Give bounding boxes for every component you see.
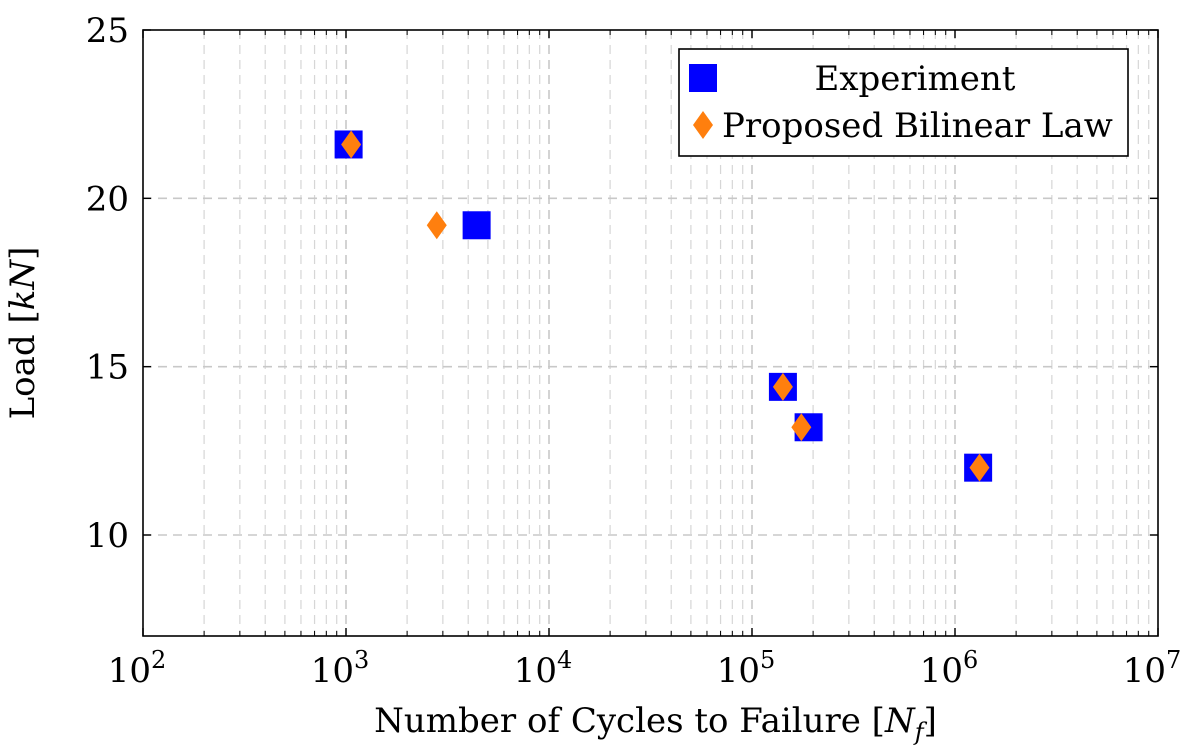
legend-marker-experiment xyxy=(689,64,717,92)
y-tick-label: 10 xyxy=(86,516,129,556)
grid-lines xyxy=(143,30,1158,636)
y-axis-title: Load [kN] xyxy=(3,247,43,420)
data-points xyxy=(334,130,993,482)
axis-ticks: 10 15 20 25 102 103 104 105 106 107 xyxy=(86,11,1182,691)
legend: Experiment Proposed Bilinear Law xyxy=(678,48,1129,157)
x-tick-label: 105 xyxy=(717,646,776,691)
legend-box xyxy=(678,48,1129,157)
x-tick-label: 106 xyxy=(920,646,979,691)
y-tick-label: 25 xyxy=(86,11,129,51)
point-proposed-bilinear-law xyxy=(341,130,362,159)
point-proposed-bilinear-law xyxy=(791,413,812,442)
plot-area-frame xyxy=(142,29,1159,637)
point-proposed-bilinear-law xyxy=(772,372,793,401)
x-tick-label: 104 xyxy=(514,646,573,691)
x-axis-title: Number of Cycles to Failure [Nf] xyxy=(374,701,937,746)
x-tick-label: 103 xyxy=(311,646,370,691)
y-tick-label: 20 xyxy=(86,179,129,219)
point-experiment xyxy=(462,211,491,240)
x-tick-label: 102 xyxy=(108,646,167,691)
x-tick-label: 107 xyxy=(1123,646,1182,691)
legend-marker-proposed-bilinear-law xyxy=(693,111,713,139)
point-proposed-bilinear-law xyxy=(426,211,447,240)
legend-label-proposed-bilinear-law: Proposed Bilinear Law xyxy=(722,106,1113,146)
legend-label-experiment: Experiment xyxy=(815,59,1016,99)
point-proposed-bilinear-law xyxy=(969,453,990,482)
y-tick-label: 15 xyxy=(86,348,129,388)
